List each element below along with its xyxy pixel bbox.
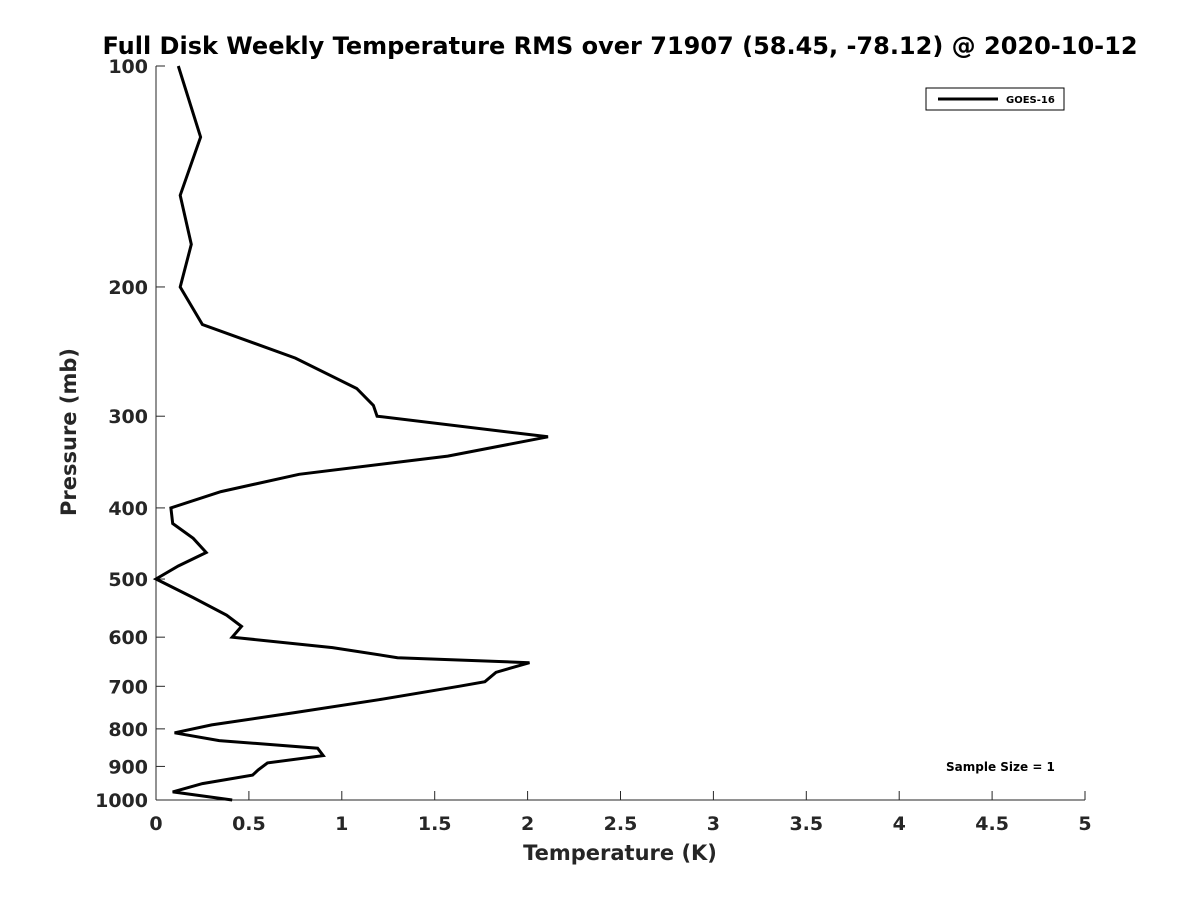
sample-size-annotation: Sample Size = 1 bbox=[946, 760, 1055, 774]
x-axis-ticks: 0 0.5 1 1.5 2 2.5 3 3.5 4 4.5 5 bbox=[149, 791, 1092, 835]
y-axis-ticks: 100 200 300 400 500 600 700 800 900 1000 bbox=[95, 56, 165, 812]
x-tick-label: 0 bbox=[149, 813, 162, 835]
y-tick-label: 900 bbox=[108, 756, 148, 778]
y-tick-label: 100 bbox=[108, 56, 148, 78]
series-line-goes-16 bbox=[152, 65, 549, 802]
y-tick-label: 500 bbox=[108, 569, 148, 591]
x-tick-label: 3 bbox=[707, 813, 720, 835]
x-tick-label: 2.5 bbox=[604, 813, 638, 835]
chart-title: Full Disk Weekly Temperature RMS over 71… bbox=[102, 32, 1137, 60]
y-tick-label: 1000 bbox=[95, 790, 148, 812]
legend-label: GOES-16 bbox=[1006, 95, 1055, 106]
x-tick-label: 2 bbox=[521, 813, 534, 835]
x-tick-label: 1.5 bbox=[418, 813, 452, 835]
x-tick-label: 0.5 bbox=[232, 813, 266, 835]
x-tick-label: 4 bbox=[893, 813, 906, 835]
legend: GOES-16 bbox=[925, 87, 1065, 111]
y-tick-label: 800 bbox=[108, 719, 148, 741]
series-layer bbox=[152, 65, 549, 802]
y-tick-label: 300 bbox=[108, 406, 148, 428]
y-tick-label: 200 bbox=[108, 277, 148, 299]
x-tick-label: 5 bbox=[1078, 813, 1091, 835]
y-tick-label: 400 bbox=[108, 498, 148, 520]
y-tick-label: 600 bbox=[108, 627, 148, 649]
y-axis-label: Pressure (mb) bbox=[57, 348, 81, 516]
axes bbox=[155, 66, 1085, 801]
x-tick-label: 4.5 bbox=[975, 813, 1009, 835]
x-tick-label: 1 bbox=[335, 813, 348, 835]
y-tick-label: 700 bbox=[108, 676, 148, 698]
x-axis-label: Temperature (K) bbox=[523, 841, 717, 865]
x-tick-label: 3.5 bbox=[789, 813, 823, 835]
